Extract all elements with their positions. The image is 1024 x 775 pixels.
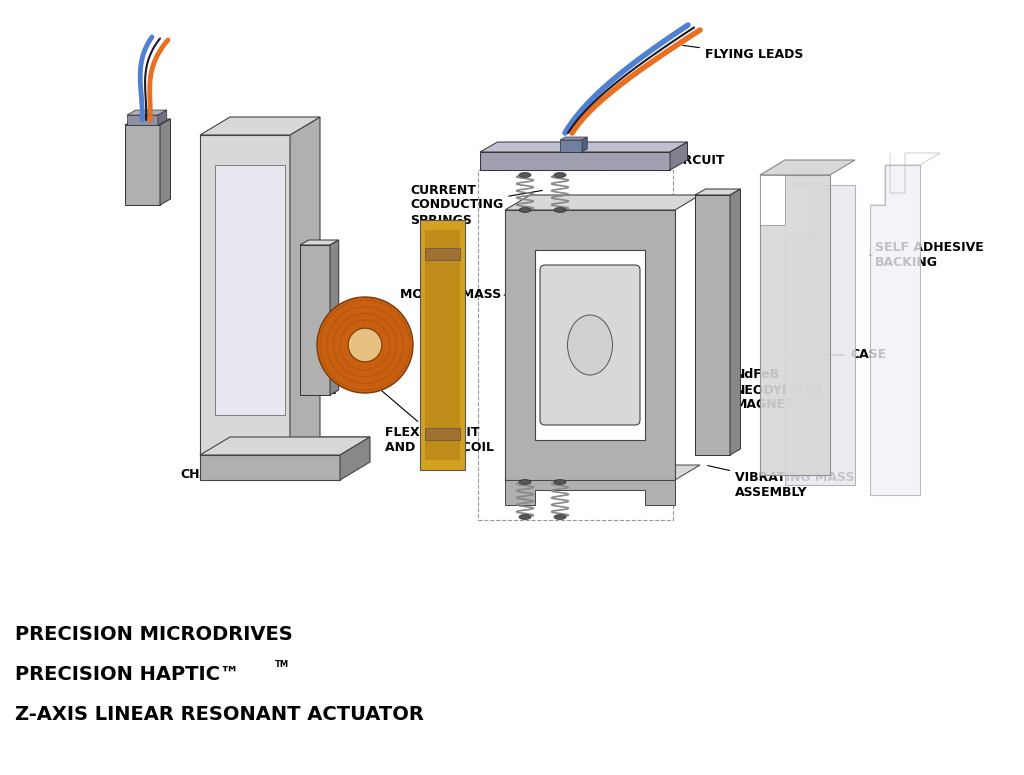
Polygon shape — [200, 455, 340, 480]
Ellipse shape — [348, 328, 382, 362]
Ellipse shape — [554, 173, 566, 177]
Polygon shape — [785, 185, 855, 485]
Polygon shape — [505, 465, 700, 480]
Text: CURRENT
CONDUCTING
SPRINGS: CURRENT CONDUCTING SPRINGS — [410, 184, 543, 226]
Polygon shape — [200, 437, 370, 455]
Polygon shape — [200, 135, 290, 455]
Polygon shape — [695, 189, 740, 195]
Polygon shape — [505, 480, 675, 505]
Polygon shape — [125, 125, 160, 205]
Polygon shape — [420, 220, 465, 470]
Bar — [478, 170, 673, 520]
Polygon shape — [330, 240, 339, 395]
Bar — [425, 428, 460, 440]
Polygon shape — [535, 250, 645, 440]
Polygon shape — [200, 437, 370, 455]
Polygon shape — [870, 165, 920, 495]
Ellipse shape — [317, 297, 413, 393]
Polygon shape — [290, 117, 319, 455]
Polygon shape — [560, 140, 582, 152]
Text: VIBRATING MASS
ASSEMBLY: VIBRATING MASS ASSEMBLY — [708, 466, 854, 499]
Polygon shape — [730, 189, 740, 455]
Ellipse shape — [519, 173, 531, 177]
Polygon shape — [785, 185, 810, 235]
Polygon shape — [200, 117, 319, 135]
Text: PRECISION HAPTIC™: PRECISION HAPTIC™ — [15, 665, 240, 684]
Text: FLEX CIRCUIT: FLEX CIRCUIT — [578, 153, 725, 167]
Text: FLYING LEADS: FLYING LEADS — [683, 46, 804, 61]
Polygon shape — [505, 210, 675, 480]
Polygon shape — [480, 152, 670, 170]
Polygon shape — [695, 195, 730, 455]
Ellipse shape — [554, 480, 566, 484]
Ellipse shape — [567, 315, 612, 375]
Text: PRECISION MICRODRIVES: PRECISION MICRODRIVES — [15, 625, 293, 644]
Text: Z-AXIS LINEAR RESONANT ACTUATOR: Z-AXIS LINEAR RESONANT ACTUATOR — [15, 705, 424, 724]
Polygon shape — [300, 240, 339, 245]
Polygon shape — [127, 110, 167, 115]
Text: TM: TM — [275, 660, 289, 669]
Polygon shape — [760, 160, 855, 175]
Polygon shape — [505, 195, 700, 210]
Text: CHASSIS: CHASSIS — [180, 456, 248, 481]
Polygon shape — [160, 119, 171, 205]
Polygon shape — [300, 245, 330, 395]
Bar — [425, 248, 460, 260]
Text: CASE: CASE — [787, 349, 886, 361]
Polygon shape — [158, 110, 167, 125]
Polygon shape — [215, 165, 285, 415]
Ellipse shape — [519, 480, 531, 484]
Polygon shape — [760, 175, 785, 225]
Polygon shape — [670, 142, 687, 170]
FancyBboxPatch shape — [540, 265, 640, 425]
Text: NdFeB
NEODYMIUM
MAGNET: NdFeB NEODYMIUM MAGNET — [715, 368, 822, 412]
Polygon shape — [480, 142, 687, 152]
Polygon shape — [582, 137, 587, 152]
Text: MOVING MASS: MOVING MASS — [400, 288, 505, 301]
Polygon shape — [425, 230, 460, 460]
Ellipse shape — [554, 208, 566, 212]
Polygon shape — [127, 115, 158, 125]
Polygon shape — [560, 137, 587, 140]
Text: NdFeB
NEODYMIUM
MAGNET: NdFeB NEODYMIUM MAGNET — [280, 343, 368, 397]
Ellipse shape — [519, 515, 531, 519]
Text: FLEX CIRCUIT
AND VOICECOIL: FLEX CIRCUIT AND VOICECOIL — [377, 387, 494, 454]
Ellipse shape — [554, 515, 566, 519]
Polygon shape — [760, 175, 830, 475]
Text: SELF ADHESIVE
BACKING: SELF ADHESIVE BACKING — [870, 241, 984, 269]
Ellipse shape — [519, 208, 531, 212]
Polygon shape — [125, 119, 171, 125]
Polygon shape — [340, 437, 370, 480]
